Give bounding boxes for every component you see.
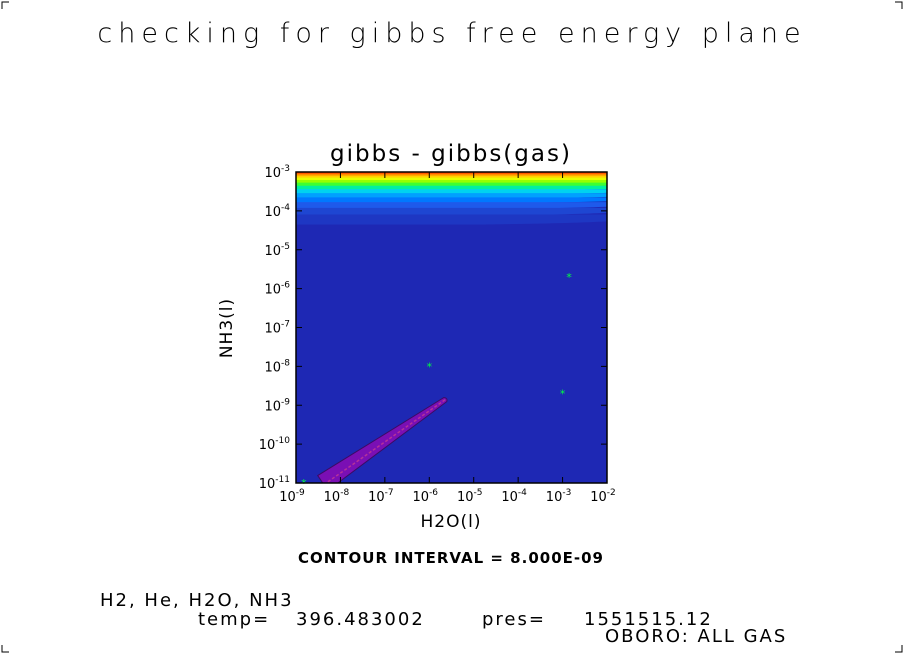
contour-band [296,214,607,225]
contour-band [296,197,607,204]
x-tick-label: 10-5 [457,488,483,505]
contour-band [296,193,607,199]
data-point: * [566,271,573,284]
y-tick-label: 10-4 [264,203,290,220]
y-tick-label: 10-9 [264,397,290,414]
species-list: H2, He, H2O, NH3 [100,590,294,611]
contour-band [296,185,607,191]
y-tick-label: 10-5 [264,242,290,259]
y-tick-label: 10-3 [264,164,290,181]
contour-band [296,207,607,216]
contour-band [296,202,607,209]
chart-title: gibbs - gibbs(gas) [330,141,572,167]
x-tick-label: 10-4 [501,488,527,505]
y-tick-label: 10-7 [264,320,290,337]
contour-band [296,189,607,195]
corner-mark [895,1,903,9]
run-label: OBORO: ALL GAS [605,626,788,647]
x-tick-label: 10-2 [590,488,616,505]
x-tick-label: 10-8 [324,488,350,505]
y-tick-label: 10-8 [264,358,290,375]
x-tick-label: 10-3 [546,488,572,505]
x-axis-label: H2O(l) [421,512,482,532]
x-tick-label: 10-7 [368,488,394,505]
pressure-label: pres= [482,609,546,630]
x-tick-label: 10-6 [413,488,439,505]
contour-band [296,182,607,187]
y-axis-label: NH3(l) [217,298,237,358]
y-tick-label: 10-6 [264,281,290,298]
x-tick-label: 10-9 [279,488,305,505]
contour-interval-note: CONTOUR INTERVAL = 8.000E-09 [298,549,604,567]
data-point: * [559,388,566,401]
corner-mark [1,1,9,9]
y-tick-label: 10-10 [259,436,291,453]
temperature-value: 396.483002 [296,609,425,630]
corner-mark [1,645,9,653]
page-title: checking for gibbs free energy plane [97,18,807,49]
data-point: * [426,360,433,373]
pressure-value: 1551515.12 [584,609,713,630]
diagonal-contour-feature [316,396,448,483]
corner-mark [895,645,903,653]
temperature-label: temp= [198,609,271,630]
